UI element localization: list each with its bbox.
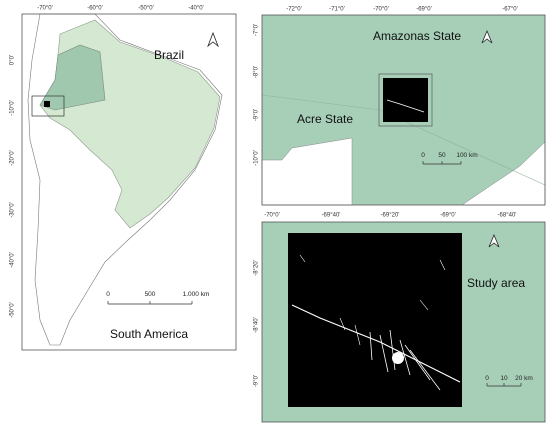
scale-bar <box>486 383 522 387</box>
city-center <box>392 352 404 364</box>
x-tick-label: -69°0' <box>440 213 456 219</box>
x-tick-label: -69°40' <box>322 213 341 219</box>
region-label: South America <box>110 327 188 341</box>
scale-label: 0 <box>485 375 489 382</box>
x-tick-label: -70°0' <box>37 6 53 12</box>
x-tick-label: -67°0' <box>502 7 518 13</box>
y-tick-label: -10°0' <box>10 100 16 116</box>
study-area-marker <box>44 101 50 107</box>
frame <box>21 13 237 351</box>
area-label: Study area <box>467 276 525 290</box>
y-tick-label: -10°0' <box>254 150 260 166</box>
scale-label: 0 <box>421 152 425 159</box>
y-tick-label: -30°0' <box>10 202 16 218</box>
x-tick-label: -70°0' <box>264 213 280 219</box>
y-tick-label: -40°0' <box>10 252 16 268</box>
y-tick-label: -8°0' <box>254 66 260 78</box>
y-tick-label: -8°20' <box>254 260 260 276</box>
city-footprint <box>386 99 425 113</box>
x-tick-label: -71°0' <box>329 7 345 13</box>
study-area <box>383 78 428 122</box>
y-tick-label: -20°0' <box>10 150 16 166</box>
south-america-panel: -70°0' -60°0' -50°0' -40°0' 0°0' -10°0' … <box>10 6 237 351</box>
x-tick-label: -50°0' <box>138 6 154 12</box>
north-arrow <box>481 29 493 44</box>
scale-label: 50 <box>438 152 446 159</box>
x-tick-label: -68°40' <box>498 213 517 219</box>
x-tick-label: -72°0' <box>286 7 302 13</box>
state-label: Amazonas State <box>373 29 461 43</box>
inset-box <box>378 73 433 127</box>
frame <box>261 14 546 206</box>
state-label: Acre State <box>297 112 353 126</box>
y-tick-label: 0°0' <box>10 55 16 65</box>
border-line <box>261 94 546 186</box>
x-tick-label: -60°0' <box>87 6 103 12</box>
scale-label: 1.000 km <box>183 291 210 298</box>
scale-label: 10 <box>500 375 508 382</box>
x-tick-label: -70°0' <box>373 7 389 13</box>
north-arrow <box>488 233 500 248</box>
amazonas <box>39 44 106 111</box>
urban-footprint <box>291 254 461 391</box>
y-tick-label: -7°0' <box>254 24 260 36</box>
y-tick-label: -9°0' <box>254 375 260 387</box>
frame <box>261 221 546 423</box>
y-tick-label: -9°0' <box>254 109 260 121</box>
country-label: Brazil <box>154 48 184 62</box>
study-area-panel: -70°0' -69°40' -69°20' -69°0' -68°40' -8… <box>254 213 546 423</box>
scale-label: 0 <box>106 291 110 298</box>
scale-bar <box>107 301 193 305</box>
y-tick-label: -8°40' <box>254 317 260 333</box>
x-tick-label: -69°0' <box>416 7 432 13</box>
x-tick-label: -40°0' <box>188 6 204 12</box>
x-tick-label: -69°20' <box>381 213 400 219</box>
inset-box <box>31 95 65 117</box>
y-tick-label: -50°0' <box>10 302 16 318</box>
scale-label: 100 km <box>456 152 477 159</box>
scale-label: 500 <box>145 291 156 298</box>
scale-label: 20 km <box>515 375 533 382</box>
state-panel: -72°0' -71°0' -70°0' -69°0' -67°0' -7°0'… <box>254 7 546 206</box>
study-area <box>288 233 462 407</box>
scale-bar <box>422 161 462 165</box>
north-arrow <box>207 31 219 48</box>
